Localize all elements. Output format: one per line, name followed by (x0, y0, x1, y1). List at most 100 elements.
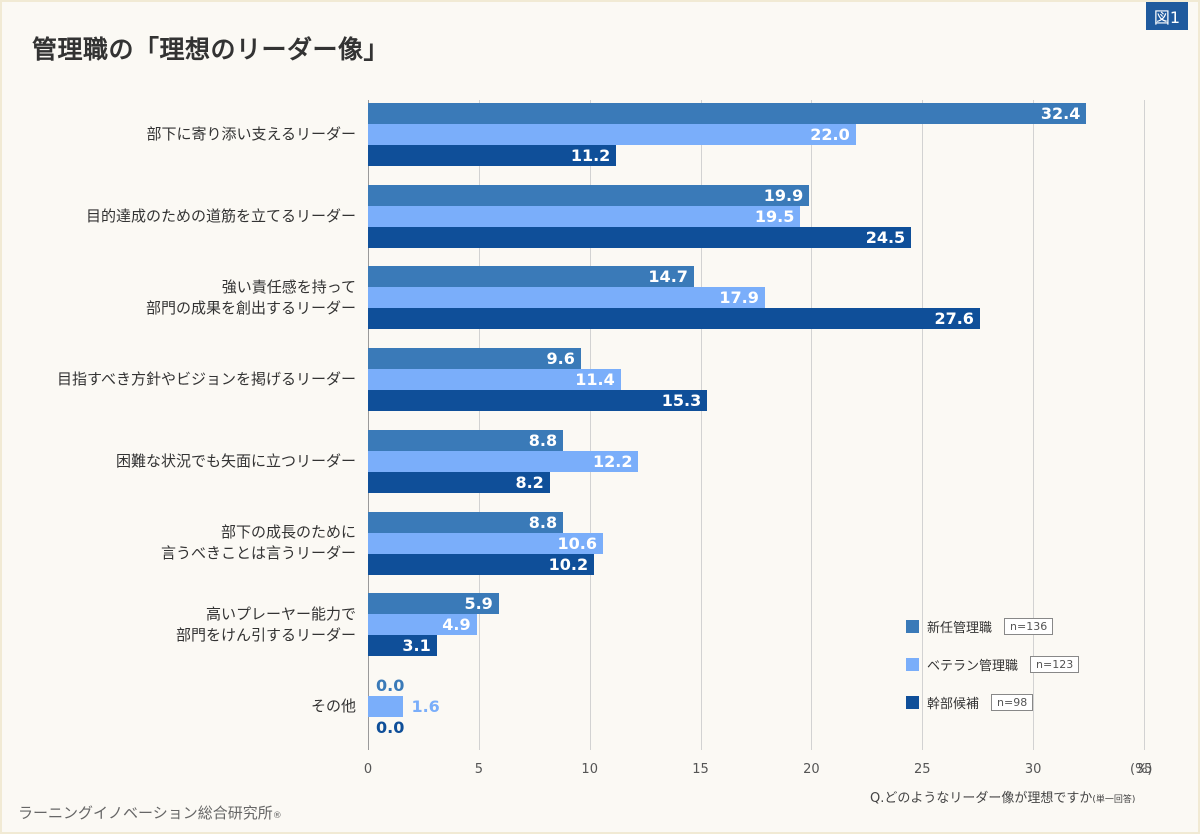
category-label: 目指すべき方針やビジョンを掲げるリーダー (16, 369, 356, 390)
bar-2 (368, 145, 617, 166)
gridline-25 (922, 100, 924, 750)
category-label: 部下の成長のために言うべきことは言うリーダー (16, 522, 356, 564)
gridline-20 (811, 100, 813, 750)
legend-swatch (906, 619, 919, 633)
gridline-5 (478, 100, 480, 750)
data-label: 11.2 (570, 146, 611, 165)
data-label: 3.1 (402, 636, 431, 656)
x-tick-label: 0 (363, 762, 373, 777)
gridline-30 (1033, 100, 1035, 750)
legend-swatch (906, 657, 919, 671)
x-axis-unit: (%) (1130, 762, 1153, 777)
x-tick-label: 25 (914, 762, 931, 777)
question-text: Q.どのようなリーダー像が理想ですか (870, 791, 1093, 806)
data-label: 17.9 (719, 288, 759, 308)
category-label-line: 部下の成長のために (220, 523, 356, 541)
data-label: 0.0 (376, 717, 405, 737)
bar-0 (368, 348, 581, 370)
figure-badge: 図1 (1146, 2, 1188, 30)
category-label-line: 目指すべき方針やビジョンを掲げるリーダー (57, 370, 356, 389)
legend-label: ベテラン管理職 (927, 658, 1019, 674)
legend-label: 新任管理職 (927, 620, 993, 636)
category-label-line: その他 (310, 696, 356, 715)
legend-item: 幹部候補 n=98 (906, 692, 1034, 712)
data-label: 19.9 (763, 185, 804, 205)
bar-2 (368, 308, 980, 330)
bar-2 (368, 635, 437, 657)
bar-0 (368, 511, 564, 533)
category-label: 部下に寄り添い支えるリーダー (16, 124, 356, 145)
x-tick-label: 5 (474, 762, 483, 777)
question-note: (単一回答) (1092, 795, 1136, 805)
bar-1 (368, 532, 604, 554)
data-label: 19.5 (754, 206, 795, 226)
x-tick-label: 10 (581, 762, 598, 777)
category-label: 目的達成のための道筋を立てるリーダー (16, 206, 356, 227)
data-label: 14.7 (648, 267, 688, 287)
bar-2 (368, 553, 595, 575)
legend-swatch (906, 695, 919, 709)
data-label: 5.9 (464, 594, 493, 614)
data-label: 11.4 (575, 370, 615, 390)
legend-sample-size: n=136 (1004, 617, 1054, 635)
gridline-35 (1144, 100, 1145, 750)
bar-1 (368, 287, 765, 309)
legend-item: ベテラン管理職 n=123 (906, 654, 1080, 674)
data-label: 24.5 (865, 227, 906, 247)
bar-0 (368, 184, 810, 206)
x-tick-label: 30 (1024, 762, 1042, 777)
chart-title: 管理職の「理想のリーダー像」 (32, 35, 390, 64)
data-label: 22.0 (810, 125, 850, 144)
legend-label: 幹部候補 (927, 696, 980, 712)
data-label: 8.2 (515, 472, 544, 492)
legend-sample-size: n=98 (991, 693, 1034, 711)
bar-0 (368, 429, 564, 451)
category-label-line: 言うべきことは言うリーダー (160, 544, 356, 562)
data-label: 0.0 (376, 675, 405, 695)
legend-sample-size: n=123 (1030, 655, 1080, 673)
category-label-line: 困難な状況でも矢面に立つリーダー (115, 451, 356, 470)
data-label: 8.8 (528, 430, 558, 450)
bar-1 (368, 614, 477, 636)
gridline-15 (700, 100, 702, 750)
data-label: 9.6 (546, 349, 575, 369)
bar-2 (368, 471, 550, 493)
data-label: 4.9 (442, 615, 471, 635)
bar-0 (368, 103, 1087, 124)
category-label-line: 部門の成果を創出するリーダー (145, 298, 356, 317)
bar-0 (368, 593, 499, 615)
category-label: その他 (16, 696, 356, 717)
data-label: 12.2 (593, 451, 633, 471)
source-credit: ラーニングイノベーション総合研究所® (18, 802, 282, 823)
category-label-line: 高いプレーヤー能力で (205, 604, 356, 623)
bar-1 (368, 369, 621, 391)
data-label: 15.3 (661, 391, 702, 411)
category-label-line: 強い責任感を持って (221, 277, 356, 296)
gridline-10 (589, 100, 591, 750)
source-text: ラーニングイノベーション総合研究所 (18, 804, 273, 822)
survey-question: Q.どのようなリーダー像が理想ですか(単一回答) (870, 787, 1135, 806)
data-label: 10.2 (548, 554, 589, 574)
data-label: 27.6 (934, 309, 974, 329)
gridline-0 (368, 100, 369, 750)
bar-1 (368, 124, 856, 145)
bar-2 (368, 226, 912, 248)
category-label: 強い責任感を持って部門の成果を創出するリーダー (16, 277, 356, 319)
category-label-line: 部下に寄り添い支えるリーダー (146, 125, 356, 143)
x-tick-label: 35 (1135, 762, 1153, 777)
category-label: 高いプレーヤー能力で部門をけん引するリーダー (16, 604, 356, 646)
registered-mark: ® (272, 811, 282, 821)
category-label-line: 目的達成のための道筋を立てるリーダー (85, 206, 356, 225)
bar-2 (368, 390, 708, 412)
data-label: 8.8 (528, 512, 558, 532)
data-label: 1.6 (411, 696, 440, 716)
bar-1 (368, 695, 404, 717)
data-label: 32.4 (1040, 104, 1081, 123)
x-tick-label: 20 (803, 762, 820, 777)
x-tick-label: 15 (692, 762, 709, 777)
bar-0 (368, 266, 694, 288)
category-label: 困難な状況でも矢面に立つリーダー (16, 451, 356, 472)
category-label-line: 部門をけん引するリーダー (175, 625, 356, 644)
data-label: 10.6 (557, 533, 598, 553)
